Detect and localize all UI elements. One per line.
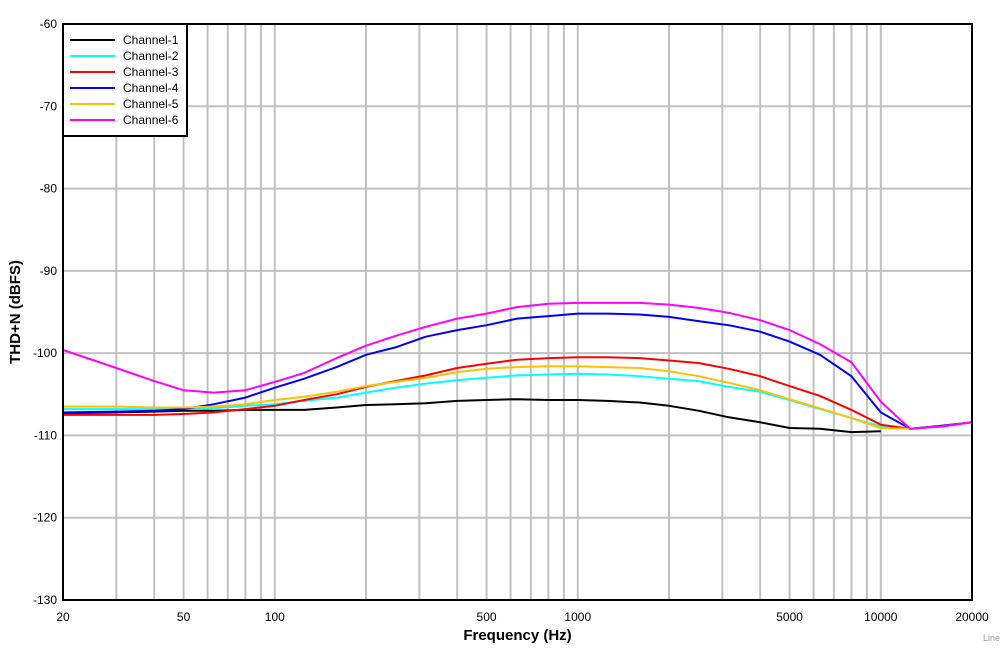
y-axis-title: THD+N (dBFS): [7, 260, 24, 364]
y-tick-label: -130: [33, 593, 57, 607]
x-tick-label: 5000: [776, 610, 803, 624]
legend-box: [62, 23, 188, 137]
x-tick-label: 20000: [955, 610, 989, 624]
legend-label: Channel-5: [123, 97, 179, 111]
plot-frame: [62, 23, 973, 601]
series-line-channel-5: [63, 365, 973, 430]
legend-label: Channel-3: [123, 65, 179, 79]
legend-item: Channel-6: [70, 113, 179, 127]
x-tick-label: 50: [177, 610, 191, 624]
series-line-channel-6: [62, 301, 973, 430]
x-tick-label: 20: [56, 610, 70, 624]
x-tick-label: 1000: [564, 610, 591, 624]
footnote-label: Line: [983, 633, 1000, 643]
data-series: [62, 301, 973, 434]
x-axis-ticks: 20 50 100 500 1000 5000 10000 20000: [56, 610, 989, 624]
y-tick-label: -80: [40, 182, 58, 196]
series-line-channel-2: [63, 372, 973, 430]
y-axis-ticks: -60 -70 -80 -90 -100 -110 -120 -130: [33, 17, 57, 607]
legend-item: Channel-5: [70, 97, 179, 111]
series-line-channel-4: [62, 312, 973, 430]
y-tick-label: -120: [33, 511, 57, 525]
y-tick-label: -90: [40, 264, 58, 278]
series-line-channel-1: [62, 398, 881, 434]
legend-label: Channel-1: [123, 33, 179, 47]
x-tick-label: 10000: [864, 610, 898, 624]
y-tick-label: -110: [34, 428, 57, 442]
legend-item: Channel-4: [70, 81, 179, 95]
grid-lines: [63, 24, 972, 600]
series-line-channel-3: [63, 356, 973, 430]
x-tick-label: 100: [265, 610, 285, 624]
y-tick-label: -60: [40, 17, 58, 31]
y-tick-label: -100: [33, 346, 57, 360]
legend-label: Channel-4: [123, 81, 179, 95]
x-tick-label: 500: [477, 610, 497, 624]
x-axis-title: Frequency (Hz): [463, 627, 571, 644]
legend: Channel-1 Channel-2 Channel-3 Channel-4 Chan…: [62, 23, 188, 137]
legend-item: Channel-2: [70, 49, 179, 63]
legend-label: Channel-2: [123, 49, 179, 63]
legend-item: Channel-3: [70, 65, 179, 79]
legend-item: Channel-1: [70, 33, 179, 47]
y-tick-label: -70: [40, 99, 58, 113]
legend-label: Channel-6: [123, 113, 179, 127]
